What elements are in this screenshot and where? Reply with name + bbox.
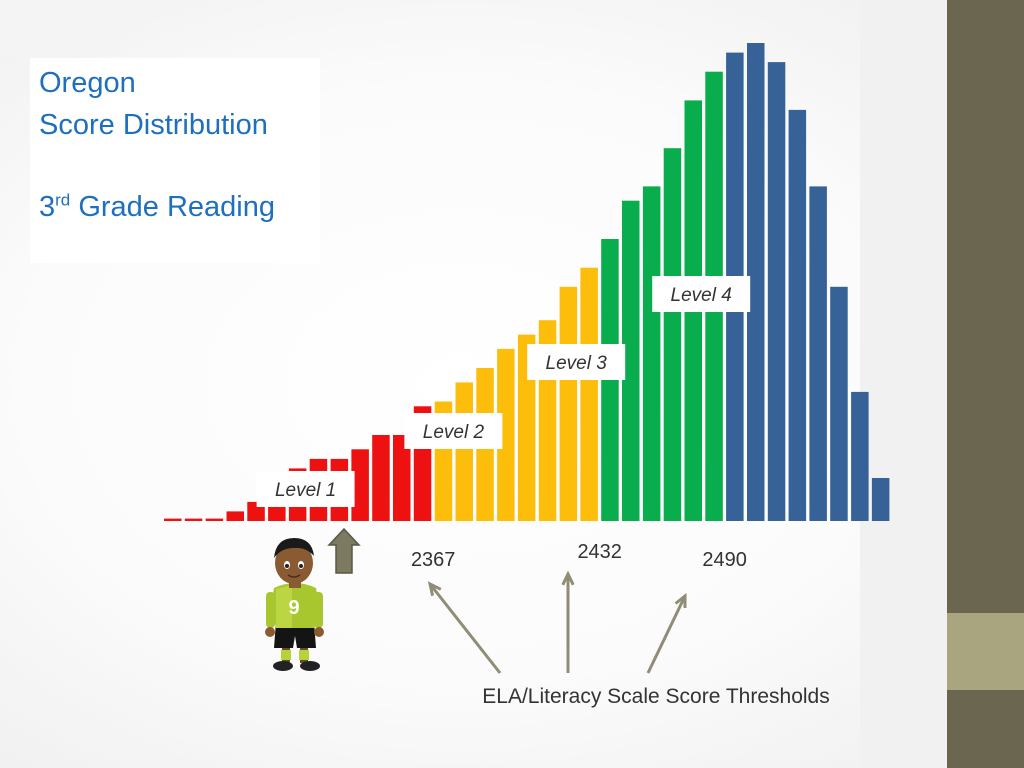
student-arm-right <box>314 592 323 628</box>
bar-level1-10 <box>351 449 369 521</box>
bar-level1-2 <box>184 518 203 521</box>
bar-level1-12 <box>393 435 411 521</box>
bar-level1-11 <box>372 435 390 521</box>
level-4-label: Level 4 <box>671 285 732 306</box>
student-shorts <box>274 622 316 648</box>
student-sock-right <box>299 650 309 660</box>
bar-level4-8 <box>871 478 890 521</box>
bar-level2-2 <box>455 382 473 521</box>
student-shoe-left <box>273 661 293 671</box>
student-shoe-right <box>300 661 320 671</box>
threshold-arrowhead-2 <box>561 570 575 586</box>
title-state: Oregon <box>39 67 136 99</box>
threshold-arrow-1 <box>428 583 502 674</box>
student-sock-left <box>281 650 291 660</box>
threshold-2490: 2490 <box>702 549 747 571</box>
bar-level3-4 <box>663 148 682 521</box>
student-illustration: 9 <box>265 538 324 671</box>
level-3-label: Level 3 <box>546 353 608 374</box>
bar-level4-5 <box>809 186 827 521</box>
bar-level4-2 <box>747 43 765 521</box>
title-box <box>30 58 320 263</box>
grade-suffix: rd <box>55 190 71 210</box>
student-jersey-number: 9 <box>288 597 299 619</box>
threshold-arrowhead-1 <box>427 581 442 597</box>
grade-number: 3 <box>39 191 56 223</box>
bar-level2-7 <box>559 286 578 521</box>
grade-text: Grade Reading <box>70 191 276 223</box>
bars-group <box>164 43 890 522</box>
student-position-arrow <box>327 527 361 574</box>
threshold-2432: 2432 <box>577 541 622 563</box>
bar-level3-2 <box>622 200 640 521</box>
student-hand-left <box>265 627 275 637</box>
threshold-caption: ELA/Literacy Scale Score Thresholds <box>482 685 829 708</box>
bar-level4-6 <box>830 286 848 521</box>
level-2-label: Level 2 <box>423 422 485 443</box>
student-head <box>275 542 313 584</box>
title-grade: 3rd Grade Reading <box>39 190 275 224</box>
level-4-label-box <box>652 276 751 312</box>
bar-level1-3 <box>205 518 224 521</box>
bar-level1-1 <box>164 518 182 521</box>
bar-level4-7 <box>851 391 869 521</box>
bar-level2-4 <box>497 348 515 521</box>
student-hand-right <box>314 627 324 637</box>
title-subtitle: Score Distribution <box>39 109 268 141</box>
threshold-arrowhead-3 <box>674 592 687 608</box>
annotations-group: 2367 2432 2490 ELA/Literacy Scale Score Thr… <box>327 527 830 708</box>
threshold-arrow-3 <box>646 595 687 674</box>
student-arm-left <box>266 592 275 628</box>
level-3-label-box <box>527 344 626 380</box>
bar-level1-4 <box>226 511 244 521</box>
level-2-label-box <box>404 413 503 449</box>
level-labels-group: Level 1 Level 2 Level 3 Level 4 <box>256 276 751 507</box>
bar-level4-4 <box>788 109 807 522</box>
bar-level2-8 <box>580 267 598 521</box>
bar-level4-3 <box>767 62 786 521</box>
bar-level3-3 <box>642 186 661 521</box>
level-1-label: Level 1 <box>275 480 336 501</box>
threshold-2367: 2367 <box>411 549 456 571</box>
bar-level2-5 <box>517 334 536 521</box>
level-1-label-box <box>256 471 355 507</box>
student-hair <box>274 538 314 558</box>
right-accent-block <box>947 613 1024 690</box>
